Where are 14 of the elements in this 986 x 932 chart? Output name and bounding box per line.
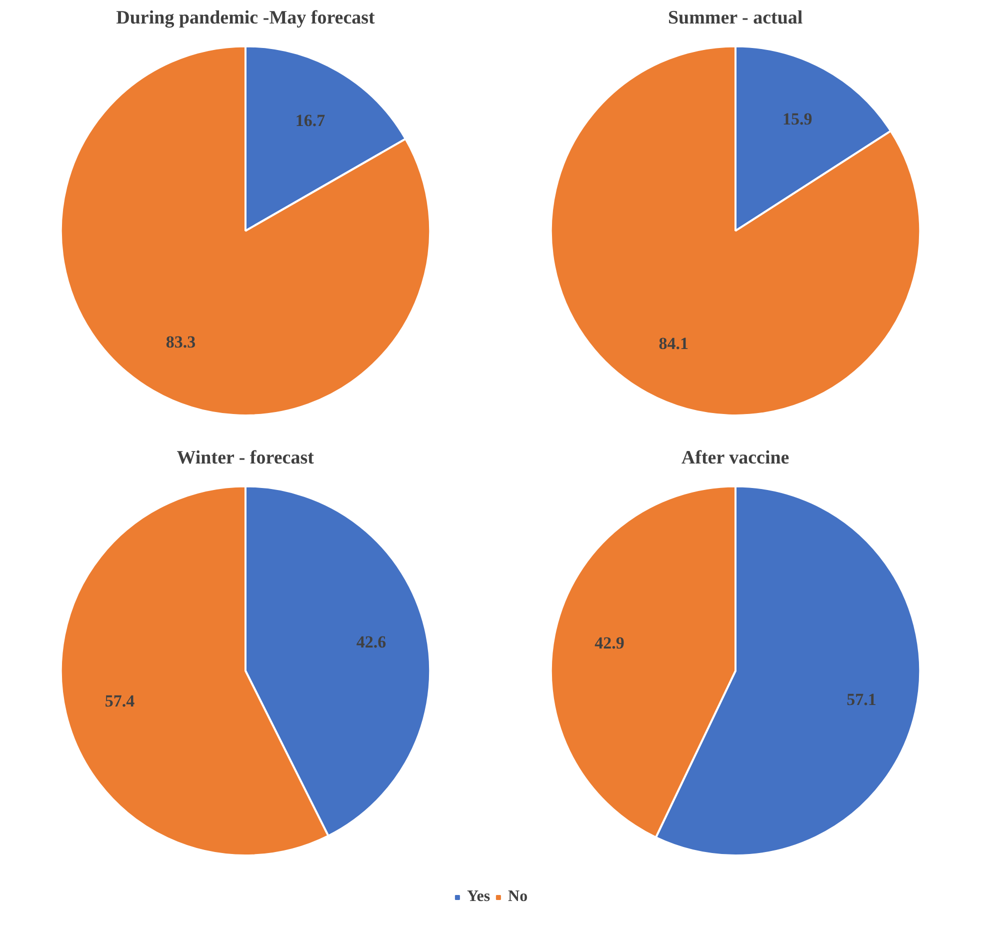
chart-title: During pandemic -May forecast [116,8,376,28]
data-label: 15.9 [782,110,812,129]
chart-title: Summer - actual [668,8,803,28]
chart-title: Winter - forecast [176,448,315,468]
legend-label: No [508,888,528,906]
data-label: 57.1 [846,690,876,710]
legend-label: Yes [466,888,490,906]
data-label: 42.9 [594,634,624,653]
data-label: 57.4 [104,691,136,710]
data-label: 16.7 [295,111,326,130]
data-label: 42.6 [356,632,386,652]
chart-title: After vaccine [681,448,790,468]
data-label: 83.3 [166,332,196,352]
data-label: 84.1 [658,334,688,354]
